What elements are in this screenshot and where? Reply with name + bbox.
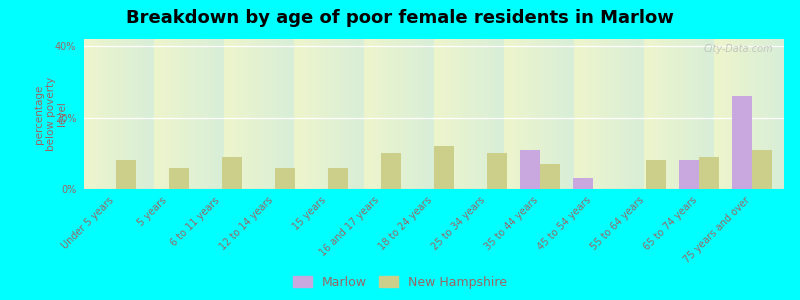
Bar (328, 168, 348, 189)
Text: Breakdown by age of poor female residents in Marlow: Breakdown by age of poor female resident… (126, 9, 674, 27)
Bar (699, 157, 719, 189)
Bar (573, 178, 593, 189)
Bar (679, 160, 699, 189)
Bar (732, 96, 752, 189)
Bar (116, 160, 136, 189)
Bar (169, 168, 189, 189)
Bar (752, 150, 772, 189)
Legend: Marlow, New Hampshire: Marlow, New Hampshire (288, 271, 512, 294)
Bar (434, 146, 454, 189)
Bar (646, 160, 666, 189)
Bar (487, 153, 507, 189)
Bar (222, 157, 242, 189)
Text: City-Data.com: City-Data.com (704, 44, 774, 53)
Y-axis label: percentage
below poverty
level: percentage below poverty level (34, 77, 67, 151)
Bar (520, 150, 540, 189)
Bar (540, 164, 560, 189)
Bar (381, 153, 401, 189)
Bar (275, 168, 295, 189)
